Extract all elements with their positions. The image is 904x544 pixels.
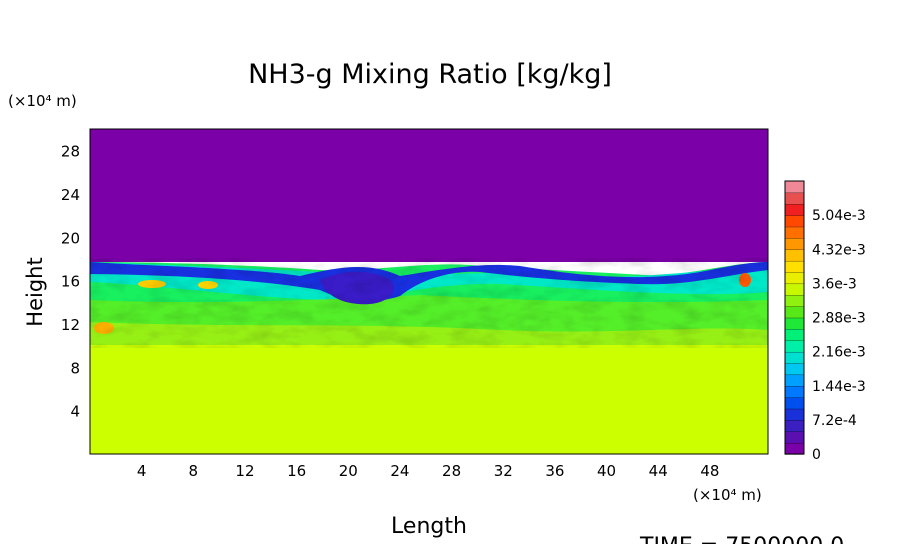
x-axis-ticks: 4 8 12 16 20 24 28 32 36 40 44 48 [137, 462, 720, 480]
colorbar-tick-label: 3.6e-3 [812, 276, 857, 292]
colorbar-tick-label: 4.32e-3 [812, 242, 866, 258]
colorbar-swatch [784, 374, 805, 387]
colorbar-swatch [784, 442, 805, 455]
x-tick-label: 32 [494, 462, 513, 480]
colorbar-tick-label: 7.2e-4 [812, 413, 857, 429]
colorbar-swatch [784, 271, 805, 285]
colorbar-swatches [784, 180, 805, 455]
y-tick-label: 12 [61, 316, 80, 334]
x-tick-label: 8 [189, 462, 199, 480]
mixing-texture [90, 258, 768, 348]
x-axis-unit: (×10⁴ m) [693, 486, 762, 504]
colorbar-swatch [784, 351, 805, 364]
colorbar-swatch [784, 431, 805, 444]
colorbar-swatch [784, 214, 805, 228]
colorbar-tick-label: 0 [812, 447, 821, 463]
colorbar-swatch [784, 396, 805, 410]
colorbar-swatch [784, 408, 805, 421]
x-tick-label: 44 [649, 462, 668, 480]
y-tick-label: 8 [70, 359, 80, 377]
x-tick-label: 28 [442, 462, 461, 480]
colorbar-swatch [784, 419, 805, 432]
colorbar-swatch [784, 260, 805, 273]
chart-title: NH3-g Mixing Ratio [kg/kg] [248, 59, 612, 90]
x-tick-label: 40 [597, 462, 616, 480]
colorbar: 0 7.2e-4 1.44e-3 2.16e-3 2.88e-3 3.6e-3 4.32e-… [784, 180, 866, 463]
colorbar-tick-label: 2.88e-3 [812, 311, 866, 327]
lower-layer [90, 345, 768, 454]
y-tick-label: 28 [61, 143, 80, 161]
colorbar-swatch [784, 294, 805, 307]
y-tick-label: 24 [61, 186, 80, 204]
y-tick-label: 4 [70, 403, 80, 421]
upper-layer [90, 129, 768, 262]
y-tick-label: 16 [61, 273, 80, 291]
colorbar-tick-label: 2.16e-3 [812, 345, 866, 361]
colorbar-swatch [784, 328, 805, 341]
colorbar-tick-label: 1.44e-3 [812, 379, 866, 395]
colorbar-labels: 0 7.2e-4 1.44e-3 2.16e-3 2.88e-3 3.6e-3 4.32e-… [812, 208, 866, 463]
x-tick-label: 48 [700, 462, 719, 480]
colorbar-swatch [784, 249, 805, 262]
time-annotation: TIME = 7500000.0 [639, 534, 844, 544]
y-axis-unit: (×10⁴ m) [8, 92, 77, 110]
x-tick-label: 20 [339, 462, 358, 480]
x-tick-label: 4 [137, 462, 147, 480]
colorbar-tick-label: 5.04e-3 [812, 208, 866, 224]
colorbar-frame [784, 180, 805, 455]
x-tick-label: 16 [287, 462, 306, 480]
colorbar-swatch [784, 180, 805, 194]
colorbar-swatch [784, 226, 805, 239]
x-tick-label: 36 [545, 462, 564, 480]
colorbar-swatch [784, 305, 805, 319]
colorbar-swatch [784, 317, 805, 330]
plot-area [89, 128, 769, 455]
x-tick-label: 12 [235, 462, 254, 480]
y-tick-label: 20 [61, 229, 80, 247]
colorbar-swatch [784, 192, 805, 205]
x-axis-label: Length [391, 514, 467, 539]
y-axis-ticks: 4 8 12 16 20 24 28 [61, 143, 80, 421]
plot-frame [89, 128, 769, 455]
x-tick-label: 24 [390, 462, 409, 480]
colorbar-swatch [784, 362, 805, 376]
colorbar-swatch [784, 237, 805, 250]
colorbar-swatch [784, 340, 805, 353]
colorbar-swatch [784, 203, 805, 216]
colorbar-swatch [784, 283, 805, 296]
y-axis-label: Height [23, 257, 47, 326]
colorbar-swatch [784, 385, 805, 398]
